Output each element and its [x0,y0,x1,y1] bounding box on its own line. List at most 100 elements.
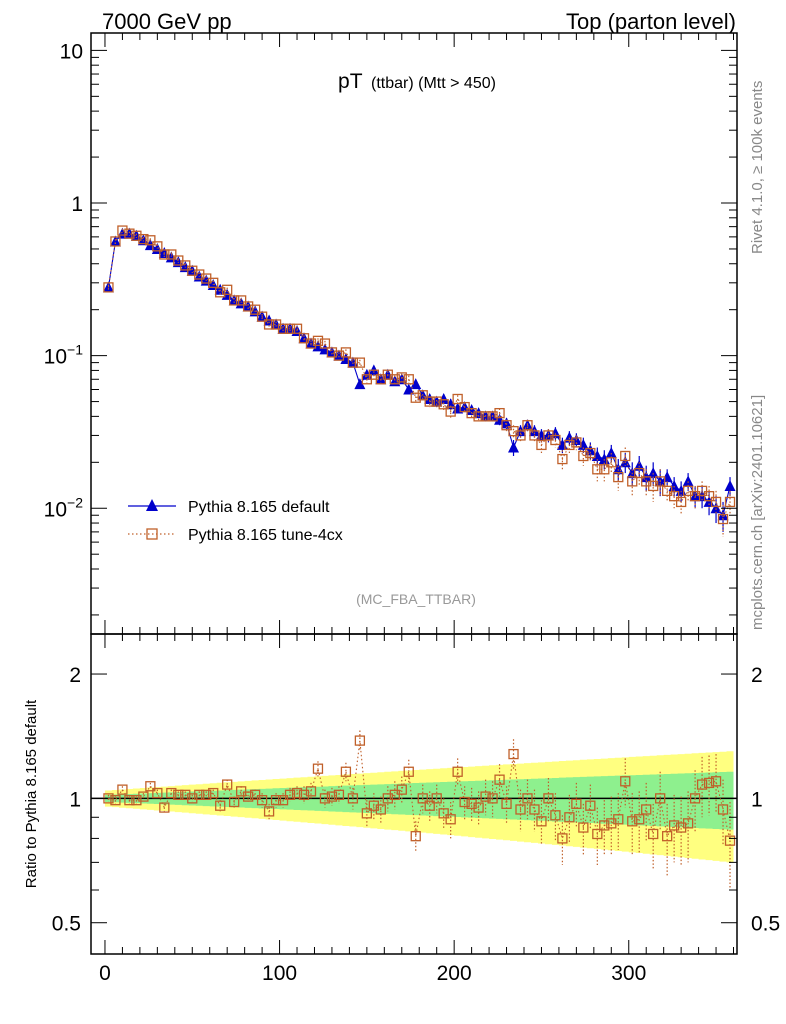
data-point-default [508,441,520,453]
ratio-point [201,789,212,800]
ratio-point [655,793,666,804]
ratio-point [263,806,275,817]
ratio-point [522,793,533,804]
rivet-version-label: Rivet 4.1.0, ≥ 100k events [749,81,766,254]
ratio-y-axis-label: Ratio to Pythia 8.165 default [23,699,40,888]
ratio-point [242,791,254,802]
ratio-frame [90,633,738,955]
ratio-point [291,787,303,799]
data-point-default [612,463,624,475]
data-point-tune [703,491,715,502]
ratio-point [187,793,198,804]
data-point-tune [277,323,289,334]
ratio-point [215,800,226,811]
plot-title-sub: (ttbar) (Mtt > 450) [371,75,496,92]
ratio-point [117,784,128,795]
data-point-default [710,502,722,514]
plot-title: pT (ttbar) (Mtt > 450) [338,70,496,93]
data-point-tune [305,338,317,349]
data-point-tune [180,260,191,271]
data-point-tune [689,491,701,502]
data-point-tune [166,249,177,260]
data-point-tune [578,450,589,462]
data-point-tune [229,295,240,306]
legend-entry-tune: Pythia 8.165 tune-4cx [128,527,343,544]
data-point-default [549,427,561,439]
mcplots-label: mcplots.cern.ch [arXiv:2401.10621] [749,395,766,630]
data-point-default [647,467,659,479]
data-point-tune [347,357,359,368]
ratio-point [361,808,373,819]
data-point-tune [501,420,512,431]
data-point-tune [710,496,722,508]
data-point-default [682,475,694,487]
header-right-label: Top (parton level) [566,9,736,34]
ratio-point [634,814,645,825]
ratio-point [536,816,547,827]
ratio-point [578,822,589,833]
ratio-point [620,776,631,787]
data-point-tune [536,439,547,451]
plot-title-main: pT [338,70,363,93]
data-point-tune [389,374,400,385]
ratio-point [229,796,240,808]
y-tick-label-exponent: −2 [67,494,83,510]
data-point-tune [187,265,198,276]
data-point-default [410,378,422,390]
ratio-point [585,800,596,811]
ratio-point [312,763,324,774]
data-point-tune [606,457,617,468]
ratio-point [452,766,463,777]
data-point-tune [333,350,345,361]
x-tick-label: 0 [99,962,111,985]
main-data-layer [102,225,736,537]
ratio-point [703,777,715,789]
data-point-default [501,417,513,429]
data-point-tune [571,437,582,448]
ratio-point [138,791,149,802]
data-point-tune [208,277,219,288]
ratio-point [599,820,610,831]
ratio-point [166,787,177,799]
ratio-line-0 [108,740,731,841]
data-point-tune [557,453,568,465]
ratio-axes: 0.5 0.5 1 1 2 2 0 100 200 300 [52,633,780,985]
ratio-point [222,779,233,790]
ratio-point [487,793,498,804]
ratio-point [277,795,289,806]
data-point-tune [249,304,261,315]
ratio-point [305,786,317,797]
ratio-y-tick-label: 0.5 [52,913,81,936]
y-tick-label: 10−2 [44,494,84,521]
data-point-tune [110,236,121,247]
data-point-tune [222,284,233,295]
ratio-point [375,804,386,815]
data-point-tune [152,241,163,252]
legend: Pythia 8.165 default Pythia 8.165 tune-4… [128,499,343,544]
ratio-point [613,814,624,825]
data-point-tune [445,406,456,417]
ratio-data-layer [103,730,736,891]
data-point-tune [242,301,254,312]
ratio-point [508,748,519,760]
ratio-point [194,789,205,800]
ratio-point [529,804,540,815]
ratio-point [159,802,170,813]
data-point-tune [522,420,533,431]
data-point-tune [438,399,449,410]
data-point-tune [284,323,296,334]
legend-marker-default [146,499,158,511]
data-point-tune [103,282,114,293]
ratio-point [717,804,729,815]
data-point-tune [494,407,505,419]
data-point-tune [487,411,498,422]
data-point-tune [466,407,477,419]
data-point-tune [354,357,366,368]
ratio-point [208,787,219,799]
data-point-default [354,378,366,390]
ratio-y-tick-label-right: 0.5 [751,913,780,936]
y-tick-label-base: 10 [44,498,67,521]
x-tick-label: 300 [611,962,646,985]
ratio-point [410,831,421,842]
